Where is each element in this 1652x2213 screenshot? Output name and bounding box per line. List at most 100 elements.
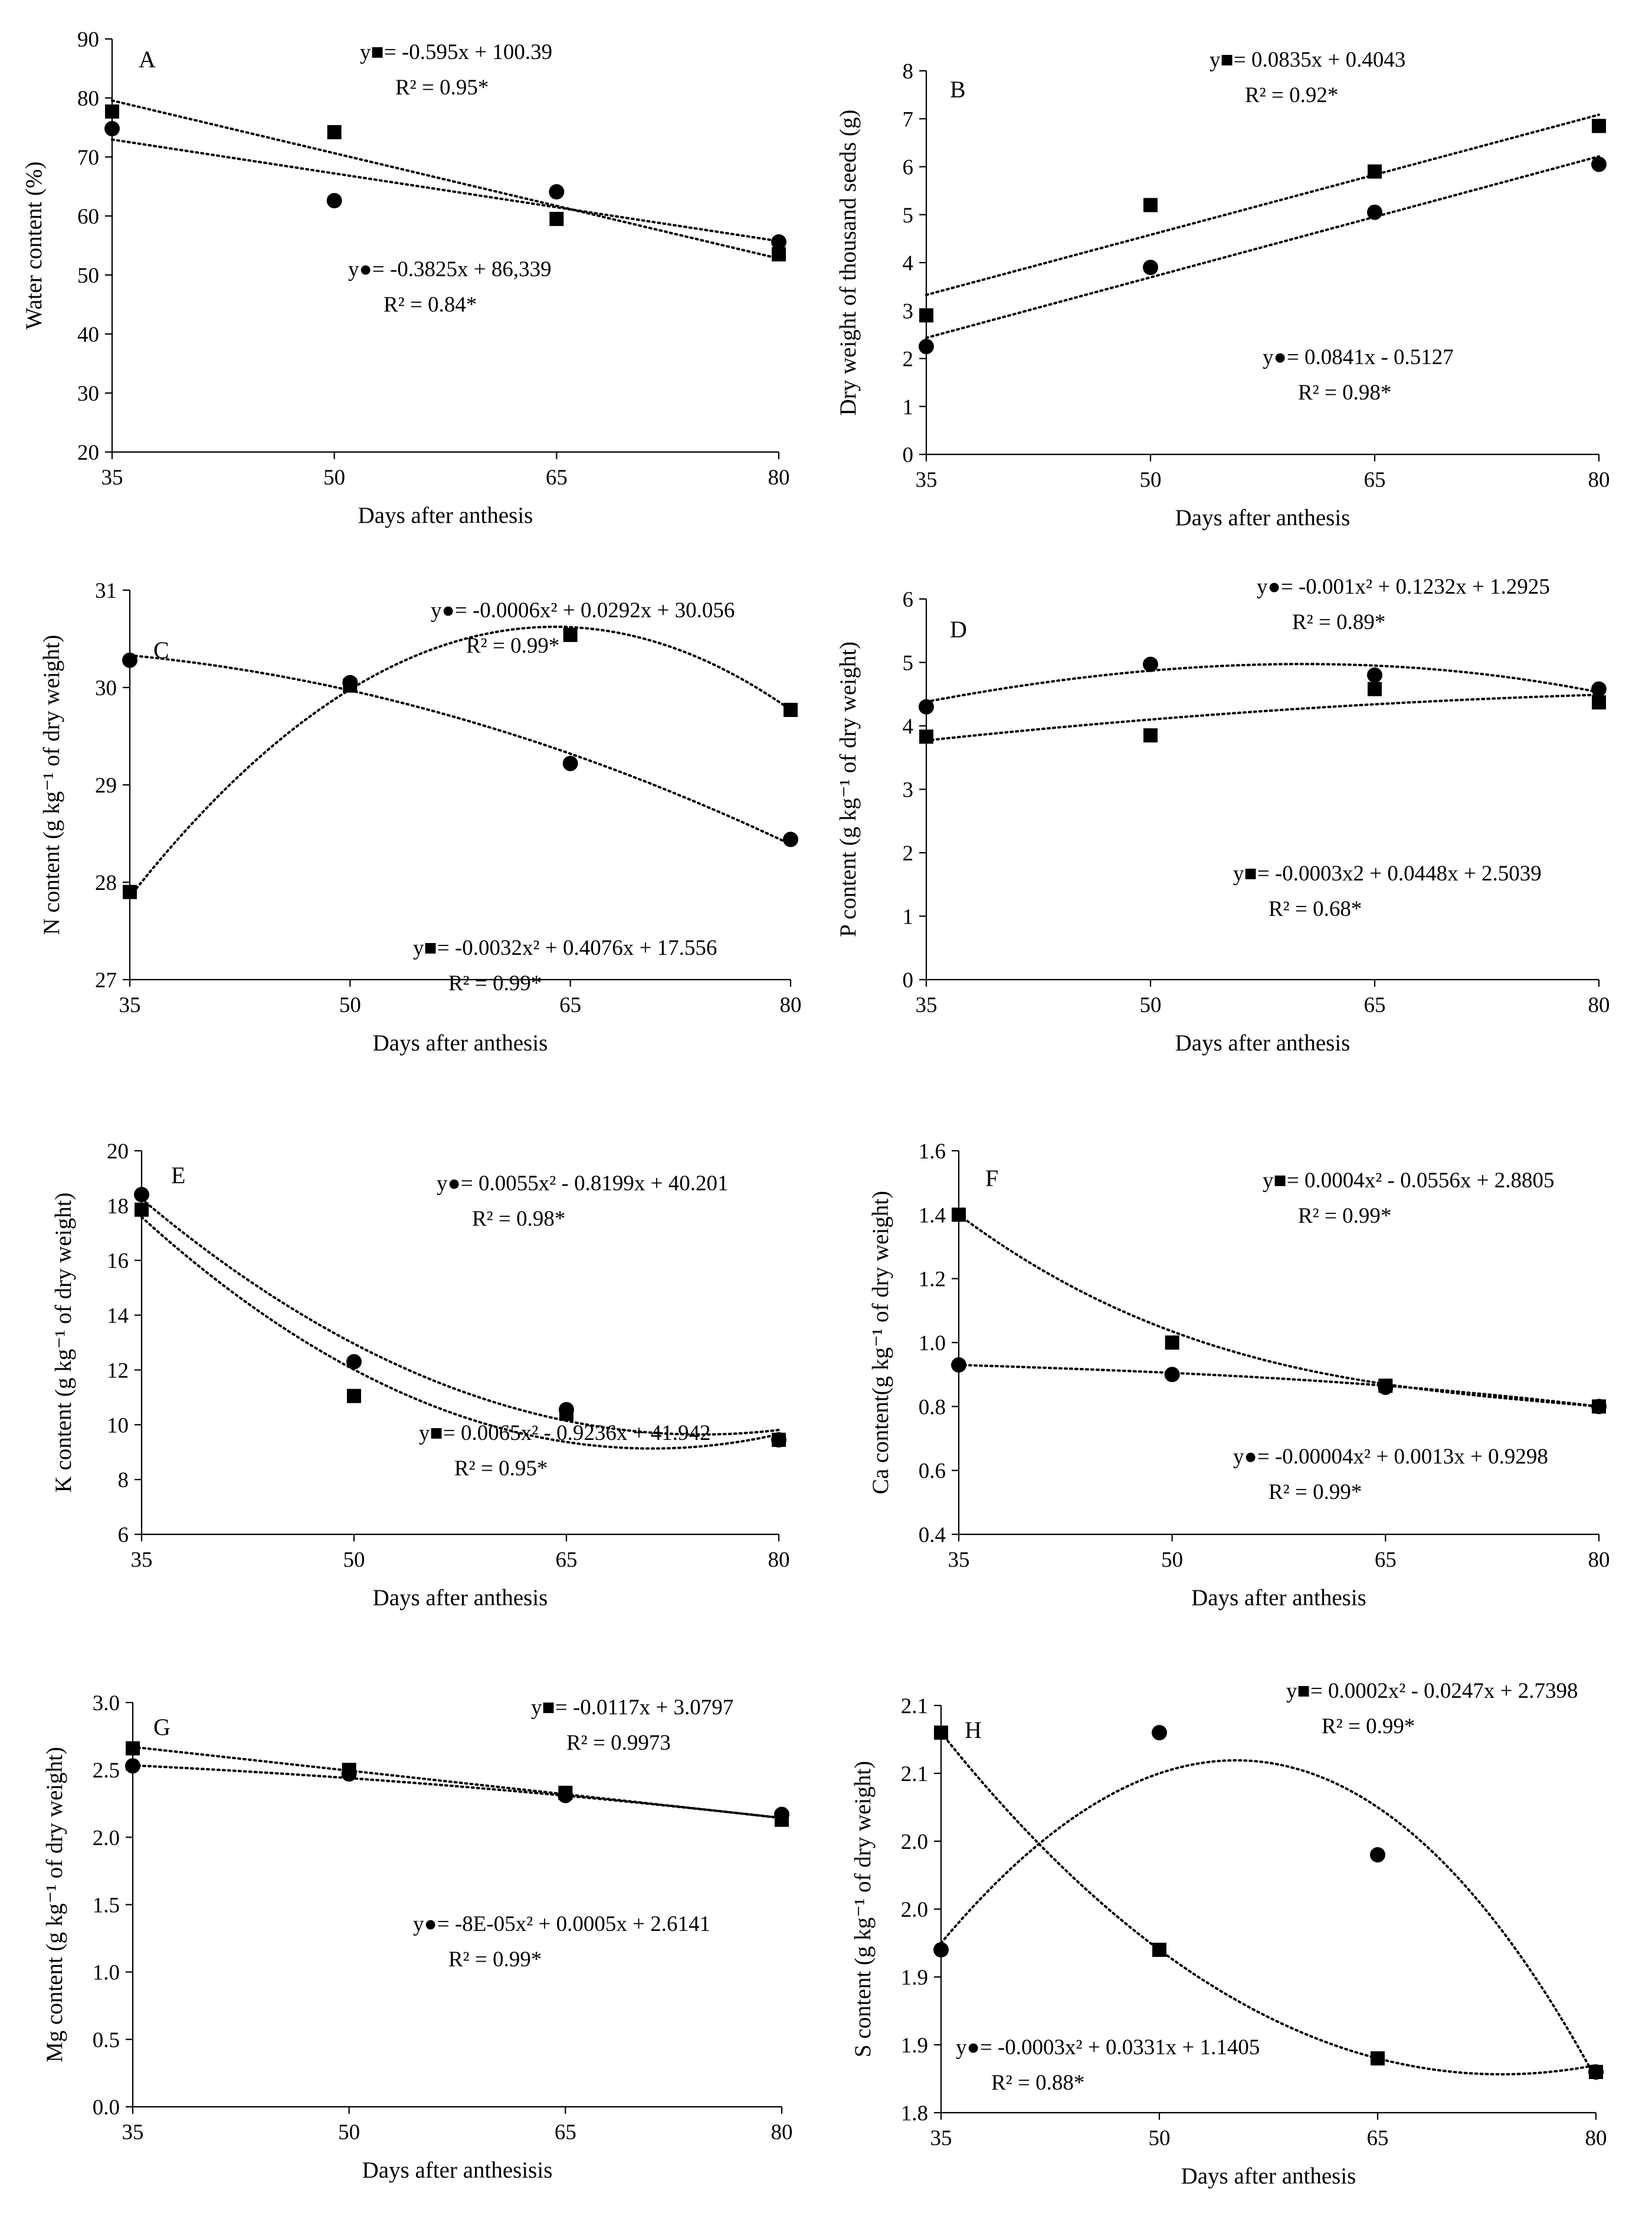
trend-line-circle [129,654,792,846]
trend-line-square [111,99,780,260]
y-tick-label: 1.0 [919,1331,946,1356]
circle-marker-icon [1143,260,1158,276]
circle-marker-icon [341,1766,357,1782]
circle-marker-icon [326,193,342,208]
trend-line-circle [140,1197,780,1436]
square-marker-icon [919,308,933,323]
square-marker-icon [343,678,358,693]
circle-marker-icon [562,755,578,771]
y-tick-label: 2 [903,348,914,372]
trend-line-square [140,1216,780,1450]
square-marker-icon [934,1726,948,1740]
circle-marker-icon [104,121,120,136]
y-tick-label: 1.2 [919,1268,946,1292]
y-tick-label: 60 [77,205,99,229]
square-marker-icon [105,104,119,119]
regression-equation: y●= -0.0003x² + 0.0331x + 1.1405 [956,2035,1260,2060]
square-marker-icon [126,1741,140,1756]
x-axis-label: Days after anthesis [1191,1585,1366,1610]
square-marker-icon [327,125,342,139]
panel-label: E [171,1162,185,1189]
y-tick-label: 70 [77,146,99,170]
r-squared-label: R² = 0.99* [448,1947,542,1972]
circle-marker-icon [933,1942,949,1957]
trend-line-circle [111,138,780,243]
square-marker-icon [559,1406,573,1421]
trend-line-circle [940,1759,1597,2080]
y-tick-label: 2.0 [901,1898,928,1922]
panel-label: H [965,1717,982,1743]
y-tick-label: 16 [107,1249,129,1274]
x-axis-label: Days after anthesis [1181,2163,1356,2189]
y-tick-label: 20 [77,441,99,465]
square-marker-icon [1371,2051,1385,2065]
trend-line-square [925,693,1600,742]
x-tick-label: 50 [338,2120,360,2145]
regression-equation: y■= -0.0117x + 3.0797 [531,1695,733,1720]
y-tick-label: 2.0 [901,1830,928,1854]
y-tick-label: 1.4 [919,1203,946,1227]
circle-marker-icon [122,652,137,668]
y-axis-label: N content (g kg⁻¹ of dry weight) [39,635,64,935]
r-squared-label: R² = 0.88* [991,2071,1084,2095]
circle-marker-icon [1588,2064,1604,2080]
y-tick-label: 1.9 [901,2034,928,2058]
y-tick-label: 0.6 [919,1459,946,1484]
x-tick-label: 35 [930,2126,952,2150]
square-marker-icon [952,1207,966,1222]
x-axis-label: Days after anthesis [373,1030,548,1056]
r-squared-label: R² = 0.98* [472,1207,565,1231]
y-tick-label: 2.1 [901,1694,928,1718]
y-tick-label: 7 [903,107,914,132]
x-tick-label: 80 [1585,2126,1607,2150]
circle-marker-icon [951,1357,966,1373]
y-tick-label: 0 [903,968,914,993]
trend-line-square [940,1731,1597,2076]
panel-label: A [139,46,156,73]
x-tick-label: 35 [948,1548,970,1572]
y-tick-label: 1 [903,905,914,929]
y-tick-label: 1.8 [901,2101,928,2126]
x-tick-label: 80 [1588,468,1610,492]
x-tick-label: 35 [122,2120,144,2145]
regression-equation: y●= -0.0006x² + 0.0292x + 30.056 [431,598,735,623]
y-tick-label: 8 [903,60,914,84]
x-tick-label: 35 [119,993,141,1017]
y-tick-label: 8 [118,1468,129,1492]
y-tick-label: 40 [77,323,99,347]
x-axis-label: Days after anthesis [1175,505,1351,531]
square-marker-icon [1592,695,1606,710]
r-squared-label: R² = 0.92* [1245,83,1338,107]
circle-marker-icon [783,831,798,847]
chart-panel-a: 20 30 40 50 60 70 80 90 35 50 65 80 Days after anthe… [21,28,790,528]
y-tick-label: 6 [903,588,914,612]
circle-marker-icon [1367,204,1382,220]
trend-line-circle [132,1764,783,1819]
y-tick-label: 18 [107,1194,129,1219]
regression-equation: y■= -0.0032x² + 0.4076x + 17.556 [413,936,717,960]
circle-marker-icon [1370,1847,1385,1862]
circle-marker-icon [134,1187,149,1203]
y-tick-label: 3 [903,778,914,803]
regression-equation: y●= -0.001x² + 0.1232x + 1.2925 [1257,575,1550,599]
regression-equation: y■= 0.0835x + 0.4043 [1210,48,1405,72]
r-squared-label: R² = 0.99* [466,634,559,658]
x-tick-label: 80 [768,1548,790,1572]
x-tick-label: 50 [343,1548,365,1572]
r-squared-label: R² = 0.89* [1292,610,1385,634]
x-tick-label: 80 [771,2120,793,2145]
y-tick-label: 1.0 [93,1961,120,1985]
y-axis-label: Water content (%) [21,162,47,330]
y-tick-label: 27 [95,968,117,993]
panel-label: D [950,616,967,643]
y-tick-label: 1 [903,395,914,420]
square-marker-icon [1143,728,1158,743]
x-tick-label: 50 [323,466,345,490]
y-axis-label: S content (g kg⁻¹ of dry weight) [850,1761,876,2057]
regression-equation: y●= 0.0055x² - 0.8199x + 40.201 [437,1171,729,1196]
r-squared-label: R² = 0.84* [384,293,477,317]
chart-panel-d: 0 1 2 3 4 5 6 35 50 65 80 Days after anthesis P cont… [835,575,1610,1056]
r-squared-label: R² = 0.68* [1268,897,1362,921]
x-tick-label: 35 [101,466,123,490]
